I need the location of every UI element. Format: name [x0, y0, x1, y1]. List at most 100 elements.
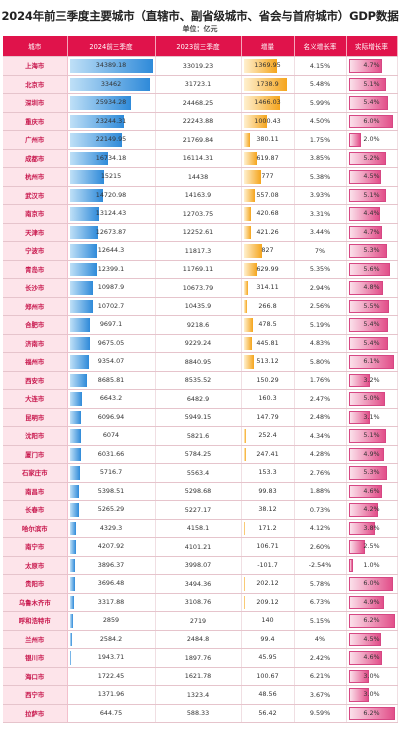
increase-cell-label: 777: [261, 172, 274, 180]
gdp-2024-cell: 13124.43: [67, 204, 156, 224]
real-growth-cell: 6.0%: [346, 574, 398, 594]
real-growth-cell-label: 4.7%: [363, 227, 380, 236]
table-row: 海口市 1722.45 1621.78 100.67 6.21% 3.0%: [3, 667, 398, 686]
increase-cell: 478.5: [241, 315, 295, 335]
real-growth-bar: [348, 188, 386, 202]
city-cell: 南京市: [3, 204, 68, 224]
table-row: 郑州市 10702.7 10435.9 266.8 2.56% 5.5%: [3, 297, 398, 316]
increase-cell-label: 827: [261, 246, 274, 254]
real-growth-bar: [348, 59, 383, 73]
gdp-2024-cell-label: 9354.07: [97, 357, 125, 365]
increase-bar: [243, 281, 249, 295]
real-growth-cell-label: 5.5%: [363, 301, 380, 310]
gdp-2024-cell-label: 2859: [102, 616, 120, 624]
real-growth-cell-label: 1.0%: [363, 560, 380, 569]
real-growth-bar: [348, 595, 384, 609]
increase-header: 增量: [241, 36, 295, 57]
real-growth-cell: 3.8%: [346, 519, 398, 538]
real-growth-cell-label: 3.2%: [363, 375, 380, 384]
increase-cell: 1369.95: [241, 56, 295, 76]
real-growth-bar: [348, 484, 382, 498]
gdp-2024-cell: 10987.9: [67, 278, 156, 298]
city-cell: 成都市: [3, 149, 68, 168]
nominal-growth-cell: -2.54%: [294, 556, 347, 575]
real-growth-cell: 6.2%: [346, 611, 398, 631]
gdp-2024-cell: 9354.07: [67, 352, 156, 372]
gdp-2024-bar: [69, 632, 73, 646]
increase-cell-label: 160.3: [258, 394, 277, 402]
real-growth-cell: 5.4%: [346, 93, 398, 113]
nominal-growth-cell: 2.76%: [294, 463, 347, 483]
real-growth-cell: 5.4%: [346, 315, 398, 335]
increase-bar: [243, 96, 280, 110]
gdp-2024-cell-label: 12673.87: [95, 227, 127, 236]
gdp-2024-cell: 33462: [67, 75, 156, 94]
gdp-2023-cell: 5227.17: [155, 500, 242, 520]
table-row: 广州市 22149.95 21769.84 380.11 1.75% 2.0%: [3, 130, 398, 150]
real-growth-bar: [348, 262, 390, 276]
increase-bar: [243, 170, 261, 184]
gdp-2023-cell: 14163.9: [155, 186, 242, 205]
real-growth-bar: [348, 651, 382, 665]
real-growth-cell-label: 6.2%: [363, 616, 380, 624]
gdp-2024-bar: [69, 503, 79, 517]
gdp-2024-cell-label: 6643.2: [99, 394, 123, 402]
increase-cell: 557.08: [241, 186, 295, 205]
gdp-2024-cell: 22149.95: [67, 130, 156, 150]
gdp-2023-header: 2023前三季度: [155, 36, 242, 57]
nominal-growth-cell: 5.35%: [294, 260, 347, 279]
real-growth-bar: [348, 225, 383, 239]
gdp-2024-bar: [69, 614, 73, 628]
gdp-2024-bar: [69, 355, 90, 369]
increase-cell-label: 100.67: [256, 671, 279, 680]
real-growth-cell: 4.2%: [346, 500, 398, 520]
increase-cell-label: 421.26: [256, 227, 279, 236]
gdp-2024-cell: 1943.71: [67, 648, 156, 668]
table-row: 成都市 16734.18 16114.31 619.87 3.85% 5.2%: [3, 149, 398, 168]
real-growth-bar: [348, 373, 371, 387]
real-growth-cell-label: 5.1%: [363, 79, 380, 88]
header-row: 城市 2024前三季度 2023前三季度 增量 名义增长率 实际增长率: [3, 36, 398, 57]
gdp-2023-cell: 12252.61: [155, 223, 242, 242]
nominal-growth-cell: 5.99%: [294, 93, 347, 113]
increase-cell-label: 420.68: [256, 209, 279, 217]
real-growth-bar: [348, 299, 389, 313]
real-growth-bar: [348, 669, 369, 683]
gdp-2024-cell: 4329.3: [67, 519, 156, 538]
city-cell: 拉萨市: [3, 704, 68, 723]
city-cell: 青岛市: [3, 260, 68, 279]
nominal-growth-cell: 0.73%: [294, 500, 347, 520]
real-growth-cell: 3.1%: [346, 408, 398, 427]
increase-bar: [243, 59, 278, 73]
real-growth-bar: [348, 336, 389, 350]
increase-cell: 202.12: [241, 574, 295, 594]
increase-cell-label: 478.5: [258, 320, 277, 328]
gdp-2023-cell: 6482.9: [155, 389, 242, 409]
unit-label: 单位：亿元: [182, 25, 218, 33]
gdp-2024-cell-label: 9675.05: [97, 338, 125, 347]
city-cell: 福州市: [3, 352, 68, 372]
real-growth-cell-label: 5.4%: [363, 338, 380, 347]
gdp-2024-bar: [69, 540, 77, 554]
increase-bar: [243, 521, 245, 535]
gdp-2023-cell: 5821.6: [155, 426, 242, 446]
city-cell: 厦门市: [3, 445, 68, 464]
increase-cell: 56.42: [241, 704, 295, 723]
city-cell: 太原市: [3, 556, 68, 575]
gdp-2024-cell: 5716.7: [67, 463, 156, 483]
gdp-2024-bar: [69, 299, 93, 313]
real-growth-cell-label: 3.0%: [363, 690, 380, 698]
gdp-2023-cell: 4158.1: [155, 519, 242, 538]
gdp-2024-cell: 6096.94: [67, 408, 156, 427]
increase-cell: 1000.43: [241, 112, 295, 131]
increase-bar: [243, 262, 257, 276]
table-row: 重庆市 23244.31 22243.88 1000.43 4.50% 6.0%: [3, 112, 398, 131]
increase-cell-label: 106.71: [256, 542, 279, 550]
real-growth-cell: 6.0%: [346, 112, 398, 131]
increase-cell-label: 445.81: [256, 338, 279, 347]
table-row: 昆明市 6096.94 5949.15 147.79 2.48% 3.1%: [3, 408, 398, 427]
gdp-2023-cell: 2484.8: [155, 630, 242, 649]
real-growth-bar: [348, 429, 386, 443]
gdp-2024-bar: [69, 521, 77, 535]
real-growth-cell-label: 4.9%: [363, 597, 380, 606]
